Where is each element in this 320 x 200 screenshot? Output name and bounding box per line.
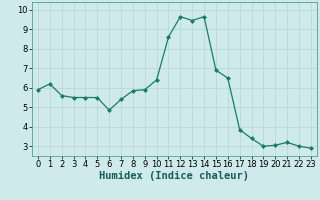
X-axis label: Humidex (Indice chaleur): Humidex (Indice chaleur) xyxy=(100,171,249,181)
